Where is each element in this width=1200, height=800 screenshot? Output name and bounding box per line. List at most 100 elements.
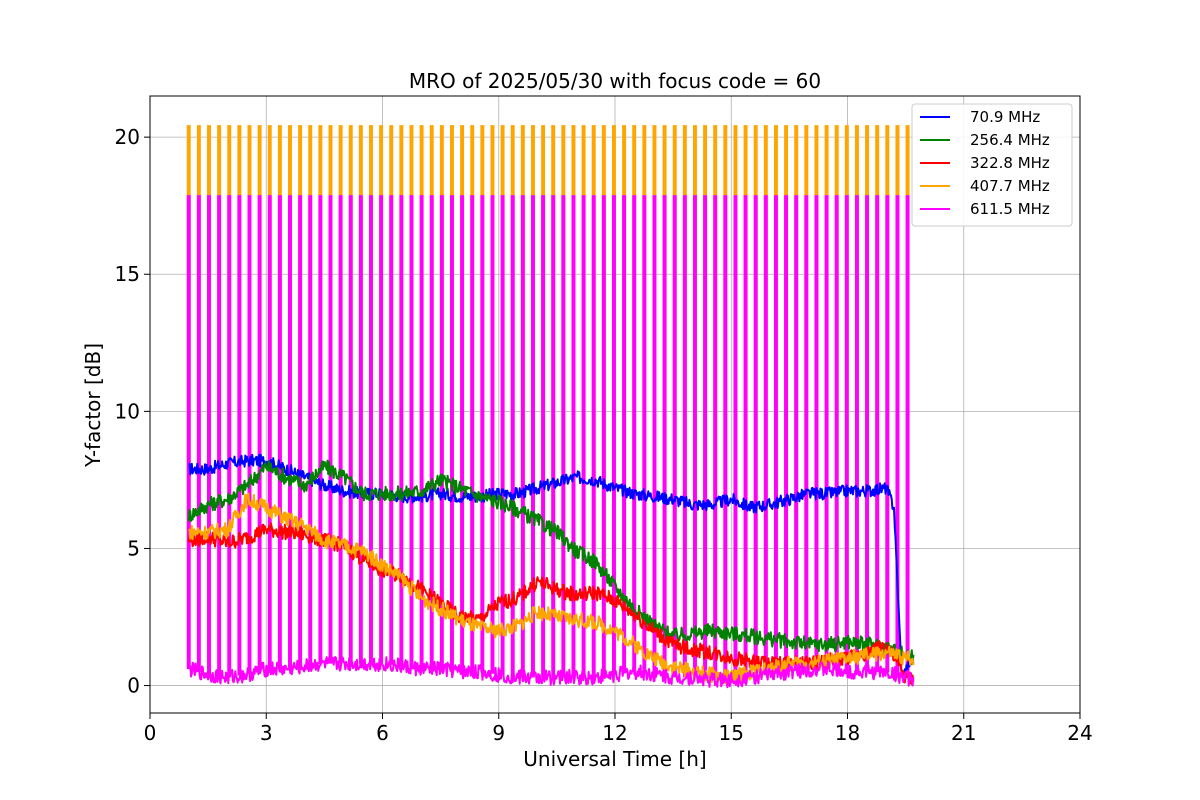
- spike-611-12: [308, 195, 313, 666]
- series-line-4: [187, 656, 915, 689]
- x-tick-label-3: 9: [492, 721, 505, 745]
- spike-611-35: [541, 195, 546, 678]
- spike-611-4: [227, 195, 232, 678]
- legend: 70.9 MHz 256.4 MHz 322.8 MHz 407.7 MHz 611.5…: [911, 103, 1073, 227]
- spike-611-62: [814, 195, 819, 670]
- spike-611-23: [419, 195, 424, 670]
- spike-611-60: [794, 195, 799, 671]
- x-tick-label-1: 3: [260, 721, 273, 745]
- chart-title: MRO of 2025/05/30 with focus code = 60: [409, 69, 821, 93]
- y-tick-label-3: 15: [115, 262, 140, 286]
- legend-entry-1: 256.4 MHz: [970, 131, 1050, 149]
- series-line-3: [188, 492, 915, 685]
- spike-611-64: [834, 195, 839, 671]
- spike-611-6: [247, 195, 252, 674]
- y-tick-label-0: 0: [127, 674, 140, 698]
- spike-611-69: [885, 195, 890, 673]
- spike-611-36: [551, 195, 556, 678]
- spike-611-28: [470, 195, 475, 672]
- spike-611-58: [773, 195, 778, 674]
- spike-611-26: [450, 195, 454, 671]
- axis-ticks: 0 3 6 9 12 15 18 21 24 0 5 10 15 20: [115, 125, 1093, 745]
- x-tick-label-7: 21: [951, 721, 976, 745]
- spike-611-1: [196, 195, 201, 672]
- legend-entry-0: 70.9 MHz: [970, 108, 1040, 126]
- spike-611-47: [662, 195, 667, 677]
- spike-611-17: [358, 195, 363, 664]
- spike-611-56: [753, 195, 758, 677]
- spike-611-50: [692, 195, 697, 678]
- legend-entry-2: 322.8 MHz: [970, 154, 1050, 172]
- spike-611-38: [571, 195, 576, 678]
- y-tick-label-4: 20: [115, 125, 140, 149]
- spike-611-46: [652, 195, 657, 675]
- x-tick-label-8: 24: [1067, 721, 1092, 745]
- spike-611-65: [844, 195, 849, 672]
- spike-611-33: [520, 195, 525, 678]
- spike-611-16: [348, 195, 353, 664]
- series-line-1: [187, 459, 915, 665]
- spike-611-48: [672, 195, 677, 678]
- y-axis-label: Y-factor [dB]: [81, 343, 105, 468]
- y-tick-label-2: 10: [115, 399, 140, 423]
- spike-611-20: [389, 195, 394, 665]
- calibration-spikes: [186, 125, 910, 681]
- x-tick-label-0: 0: [144, 721, 157, 745]
- spike-611-52: [713, 195, 718, 681]
- spike-611-19: [379, 195, 384, 664]
- legend-entry-4: 611.5 MHz: [970, 200, 1050, 218]
- spike-611-41: [601, 195, 606, 677]
- spike-611-7: [257, 195, 262, 672]
- spike-611-45: [642, 195, 647, 674]
- spike-611-67: [865, 195, 870, 672]
- spike-611-2: [207, 195, 211, 675]
- x-tick-label-5: 15: [719, 721, 744, 745]
- spike-611-44: [632, 195, 637, 672]
- spike-611-34: [531, 195, 535, 678]
- spike-611-9: [277, 195, 282, 670]
- spike-611-39: [581, 195, 586, 678]
- spike-611-32: [510, 195, 515, 677]
- spike-611-31: [500, 195, 505, 676]
- spike-611-22: [409, 195, 414, 668]
- spike-611-51: [703, 195, 708, 680]
- spike-611-0: [186, 195, 191, 670]
- spike-611-42: [611, 195, 616, 675]
- spike-611-49: [682, 195, 687, 678]
- spike-611-53: [723, 195, 728, 681]
- legend-entry-3: 407.7 MHz: [970, 177, 1050, 195]
- spike-611-13: [318, 195, 323, 665]
- spike-611-43: [622, 195, 627, 674]
- spike-611-61: [804, 195, 809, 670]
- spike-611-10: [288, 195, 292, 669]
- series-lines: [187, 453, 915, 689]
- spike-611-68: [875, 195, 880, 672]
- spike-611-54: [733, 195, 738, 680]
- spike-611-40: [591, 195, 596, 678]
- spike-611-11: [298, 195, 303, 668]
- spike-611-18: [369, 195, 373, 664]
- spike-611-25: [439, 195, 444, 670]
- spike-611-27: [460, 195, 465, 672]
- spike-611-21: [399, 195, 404, 667]
- spike-611-14: [328, 195, 333, 664]
- spike-611-66: [854, 195, 859, 672]
- legend-box: [911, 103, 1073, 227]
- x-tick-label-6: 18: [835, 721, 860, 745]
- spike-611-29: [480, 195, 485, 673]
- spike-611-5: [237, 195, 242, 676]
- spike-611-8: [267, 195, 272, 670]
- x-tick-label-2: 6: [376, 721, 389, 745]
- spike-611-70: [895, 195, 900, 676]
- spike-611-55: [743, 195, 748, 679]
- spike-611-3: [217, 195, 222, 677]
- spike-611-71: [905, 195, 910, 679]
- spike-611-30: [490, 195, 495, 674]
- y-tick-label-1: 5: [127, 536, 140, 560]
- spike-611-57: [763, 195, 768, 676]
- x-tick-label-4: 12: [602, 721, 627, 745]
- spike-611-59: [784, 195, 789, 673]
- spike-611-15: [338, 195, 343, 664]
- spike-611-37: [561, 195, 566, 678]
